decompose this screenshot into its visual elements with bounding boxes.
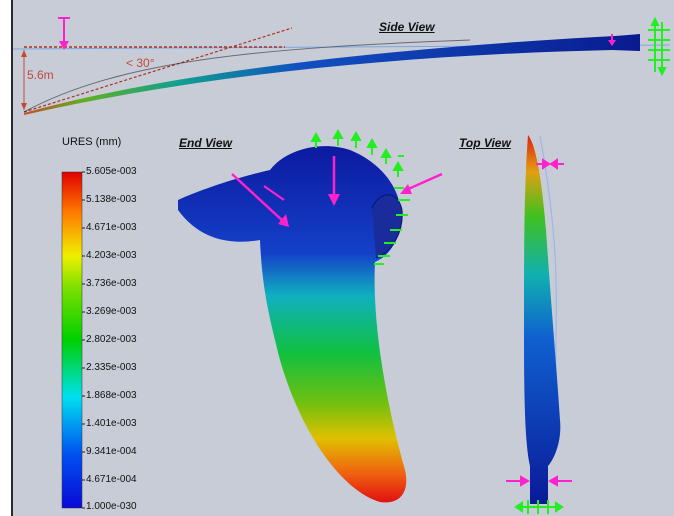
color-scale-bar — [61, 171, 83, 509]
legend-tick: 1.000e-030 — [86, 501, 137, 512]
side-view-blade — [24, 34, 640, 115]
end-load-arrow-top-icon — [328, 194, 340, 206]
side-load-arrow-icon — [59, 41, 69, 50]
end-load-arrow-right-icon — [400, 184, 412, 194]
end-view-group — [178, 128, 443, 503]
legend-tick: 5.605e-003 — [86, 166, 137, 177]
angle-dashed-line — [23, 27, 293, 113]
legend-tick: 9.341e-004 — [86, 446, 137, 457]
dimension-arrow-up-icon — [21, 50, 27, 57]
top-view-label: Top View — [459, 136, 511, 150]
end-load-arrow-left-icon — [278, 214, 289, 227]
height-dimension-label: 5.6m — [27, 68, 54, 82]
legend-tick: 5.138e-003 — [86, 194, 137, 205]
legend-tick: 4.203e-003 — [86, 250, 137, 261]
legend-tick: 3.269e-003 — [86, 306, 137, 317]
side-fixture-icon — [648, 16, 670, 77]
end-view-label: End View — [179, 136, 232, 150]
legend-tick: 2.802e-003 — [86, 334, 137, 345]
top-fixture-icon — [514, 500, 564, 514]
end-load-arrow-left-shaft — [231, 173, 285, 223]
top-load-arrows-icon — [506, 158, 572, 487]
top-view-blade — [524, 135, 561, 504]
end-view-hub-shadow — [371, 194, 403, 259]
legend-tick: 2.335e-003 — [86, 362, 137, 373]
top-view-outline — [539, 135, 557, 401]
end-fixture-icon — [310, 128, 410, 265]
dimension-arrow-down-icon — [21, 103, 27, 110]
angle-dimension-label: < 30° — [126, 56, 155, 70]
tip-load-arrow-icon — [608, 40, 616, 46]
end-view-blade — [178, 146, 407, 503]
legend-title: URES (mm) — [62, 136, 122, 148]
legend-tick: 1.401e-003 — [86, 418, 137, 429]
top-view-group — [506, 135, 572, 514]
color-scale-ticks — [82, 171, 85, 509]
legend-tick: 4.671e-004 — [86, 474, 137, 485]
legend-tick: 3.736e-003 — [86, 278, 137, 289]
legend-tick: 1.868e-003 — [86, 390, 137, 401]
side-view-label: Side View — [379, 20, 435, 34]
end-load-arrow-right-shaft — [405, 172, 443, 192]
end-load-arrow-mid-shaft — [263, 185, 285, 201]
side-view-group — [12, 16, 671, 115]
side-view-blade-edge — [23, 39, 471, 113]
legend-tick: 4.671e-003 — [86, 222, 137, 233]
